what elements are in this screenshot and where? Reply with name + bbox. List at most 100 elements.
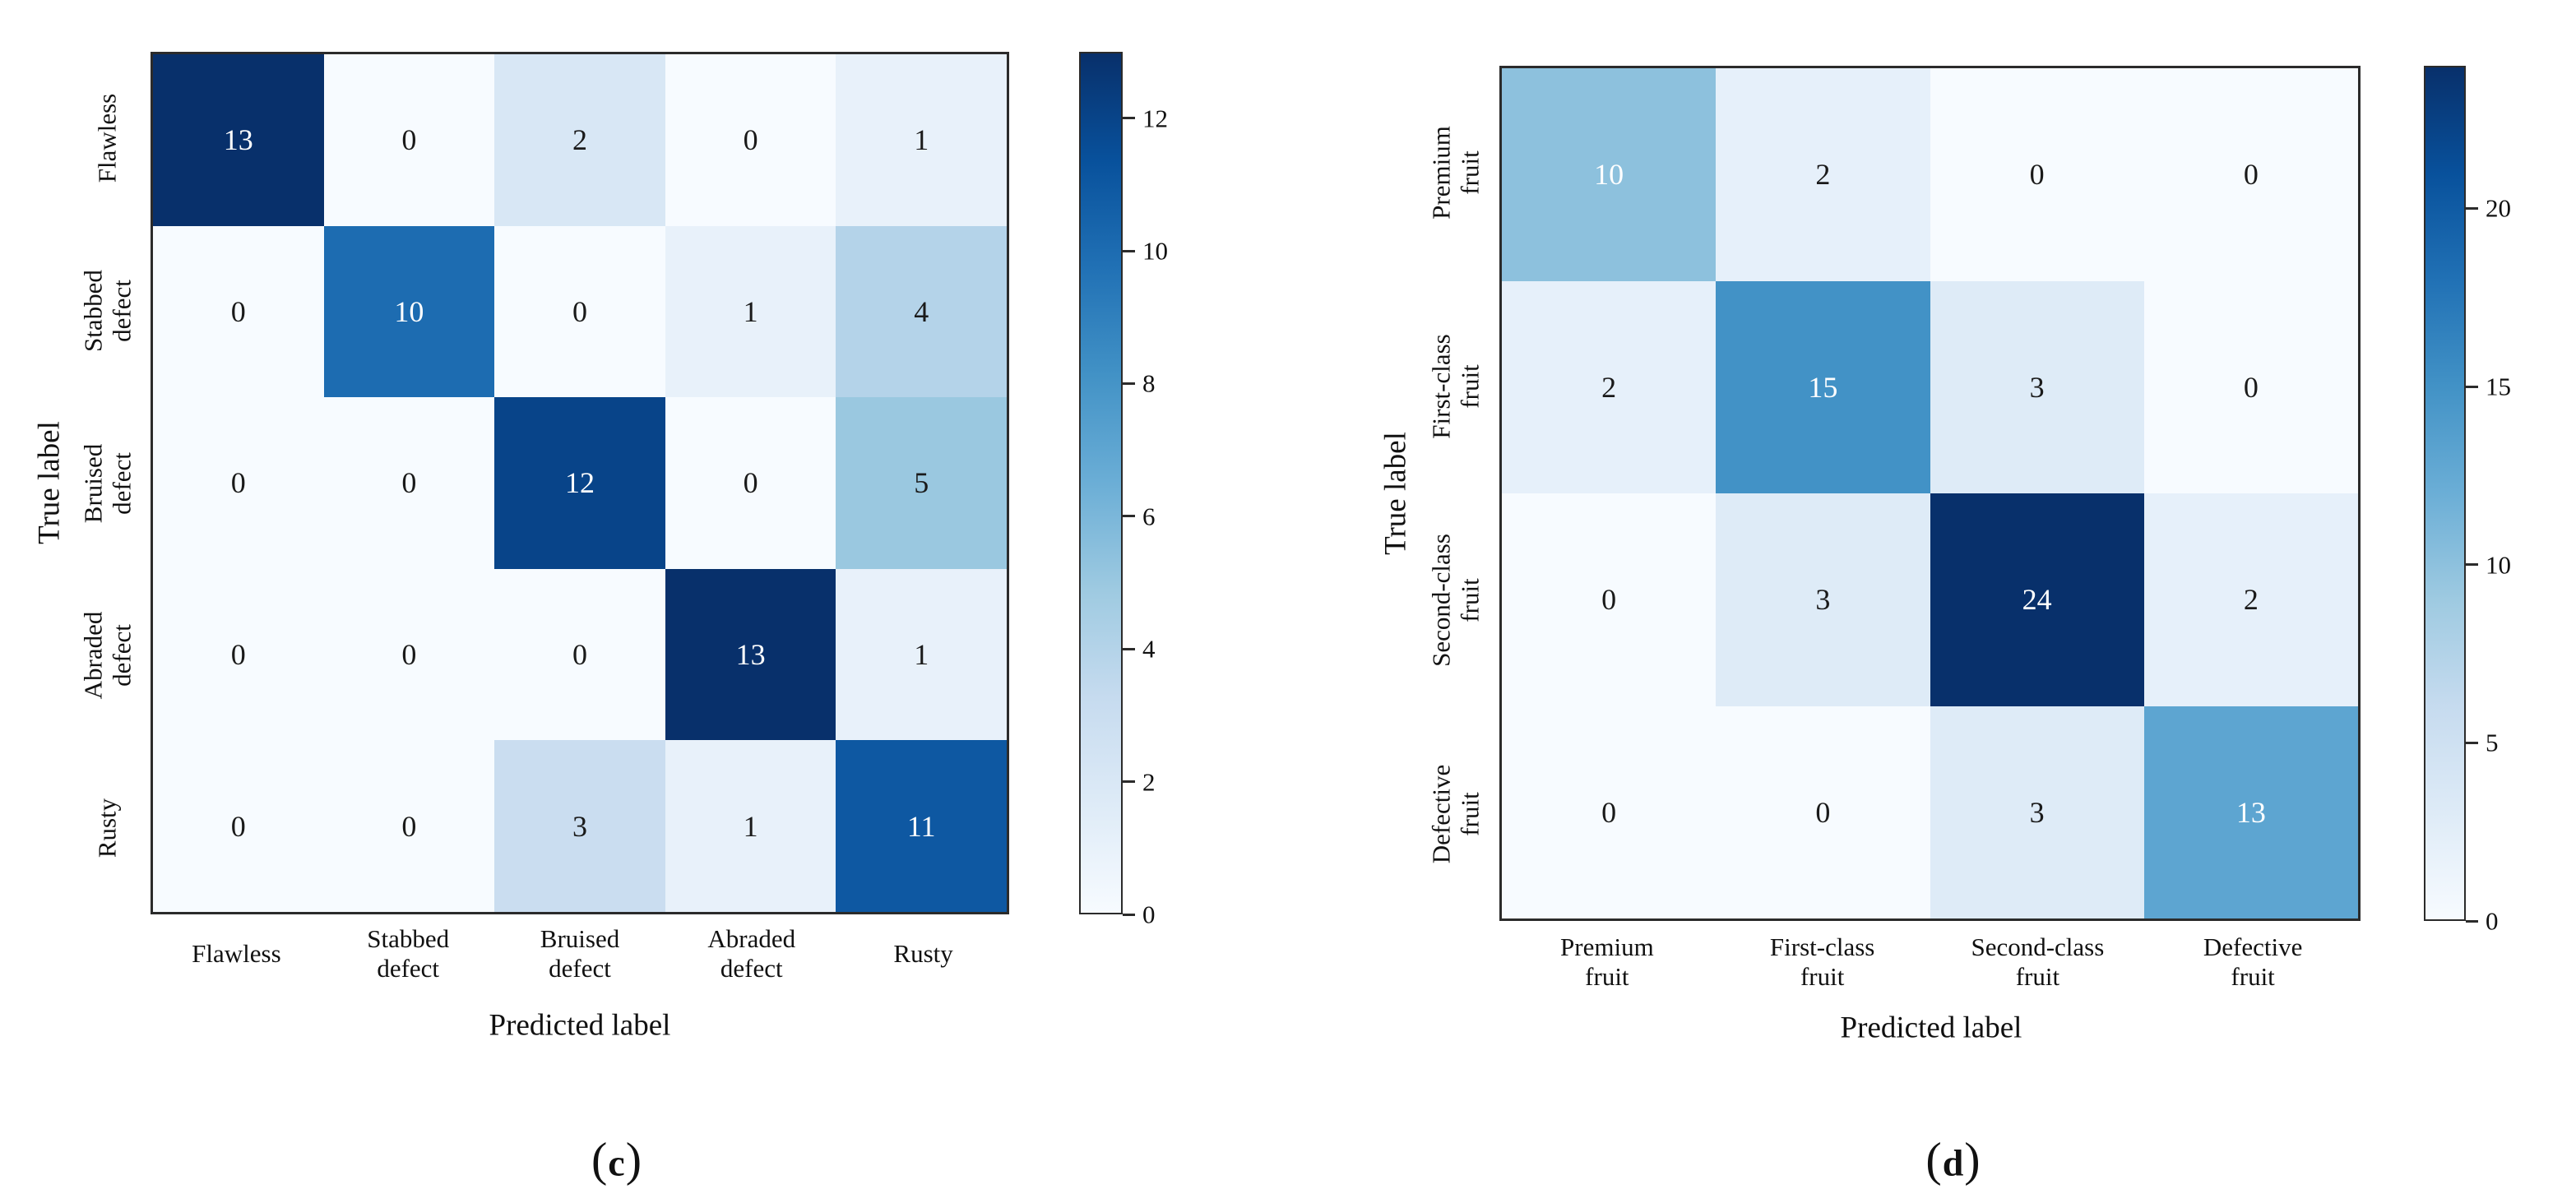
cell-r2-c2: 24: [1930, 493, 2144, 706]
cell-value: 10: [394, 294, 424, 328]
cell-r1-c0: 0: [153, 225, 324, 398]
colorbar-tick: [1123, 249, 1135, 252]
cell-r1-c3: 0: [2143, 280, 2358, 493]
col-label: Rusty: [893, 939, 953, 969]
colorbar-tick-label: 15: [2486, 372, 2511, 401]
cell-r2-c1: 3: [1716, 493, 1930, 706]
colorbar-tick-label: 2: [1142, 767, 1156, 797]
colorbar-tick: [2466, 741, 2478, 744]
cell-value: 0: [230, 638, 246, 672]
colorbar-tick-label: 0: [2486, 906, 2499, 936]
cell-r0-c2: 0: [1930, 68, 2144, 281]
cell-value: 0: [401, 123, 417, 157]
cell-value: 3: [2029, 795, 2045, 829]
cell-value: 2: [572, 123, 587, 157]
cell-value: 0: [401, 809, 417, 843]
cell-r3-c0: 0: [153, 568, 324, 741]
cell-r2-c0: 0: [153, 397, 324, 569]
cell-r3-c2: 3: [1930, 706, 2144, 918]
col-label: Premium fruit: [1560, 932, 1654, 991]
cell-value: 0: [572, 294, 587, 328]
cell-value: 0: [230, 294, 246, 328]
row-label: Abraded defect: [78, 611, 136, 700]
cell-value: 0: [2243, 158, 2259, 192]
cell-r4-c4: 11: [836, 740, 1007, 912]
cell-r1-c2: 0: [494, 225, 665, 398]
row-label: Rusty: [92, 798, 122, 858]
cell-r0-c3: 0: [2143, 68, 2358, 281]
colorbar-c: [1079, 52, 1123, 914]
cell-value: 0: [743, 123, 758, 157]
cell-value: 13: [223, 123, 253, 157]
cell-r3-c3: 13: [2143, 706, 2358, 918]
cell-r0-c2: 2: [494, 54, 665, 226]
colorbar-tick: [1123, 913, 1135, 916]
cell-value: 1: [914, 638, 929, 672]
cell-value: 12: [564, 466, 595, 500]
panel-caption-d: (d): [1925, 1132, 1981, 1187]
col-label: Second-class fruit: [1971, 932, 2105, 991]
colorbar-tick: [2466, 919, 2478, 923]
row-label: Stabbed defect: [78, 269, 136, 352]
colorbar-tick-label: 4: [1142, 634, 1156, 664]
colorbar-tick-label: 6: [1142, 502, 1156, 531]
cell-value: 13: [2235, 795, 2266, 829]
cell-r2-c2: 12: [494, 397, 665, 569]
cell-r4-c0: 0: [153, 740, 324, 912]
col-label: Defective fruit: [2203, 932, 2303, 991]
cell-r0-c3: 0: [665, 54, 836, 226]
row-label: First-class fruit: [1426, 334, 1484, 439]
cell-value: 0: [230, 809, 246, 843]
cell-value: 0: [401, 466, 417, 500]
cell-r4-c1: 0: [323, 740, 495, 912]
cell-value: 2: [1601, 370, 1617, 404]
cell-r3-c1: 0: [323, 568, 495, 741]
colorbar-tick-label: 20: [2486, 193, 2511, 223]
cell-r0-c0: 13: [153, 54, 324, 226]
cell-r3-c4: 1: [836, 568, 1007, 741]
colorbar-tick: [2466, 563, 2478, 567]
col-label: Flawless: [192, 939, 281, 969]
cell-r3-c1: 0: [1716, 706, 1930, 918]
cell-r0-c1: 0: [323, 54, 495, 226]
cell-r1-c2: 3: [1930, 280, 2144, 493]
cell-value: 13: [735, 638, 766, 672]
cell-value: 0: [1601, 795, 1617, 829]
cell-r2-c0: 0: [1502, 493, 1717, 706]
cell-r1-c0: 2: [1502, 280, 1717, 493]
row-label: Bruised defect: [78, 443, 136, 523]
col-label: First-class fruit: [1769, 932, 1875, 991]
confusion-matrix-c: 13 0 2 0 1 0 10 0 1 4 0 0 12 0 5 0 0 0 13 1 0 0 3 1 11: [151, 52, 1009, 914]
row-label: Flawless: [92, 93, 122, 183]
cell-r0-c0: 10: [1502, 68, 1717, 281]
x-axis-title-c: Predicted label: [489, 1008, 671, 1043]
cell-value: 0: [1815, 795, 1831, 829]
cell-value: 11: [906, 809, 936, 843]
cell-r0-c1: 2: [1716, 68, 1930, 281]
cell-r4-c2: 3: [494, 740, 665, 912]
col-label: Bruised defect: [540, 924, 620, 983]
cell-r3-c0: 0: [1502, 706, 1717, 918]
cell-value: 1: [743, 809, 758, 843]
colorbar-tick: [1123, 515, 1135, 518]
cell-r1-c1: 15: [1716, 280, 1930, 493]
colorbar-gradient-c: [1081, 53, 1121, 913]
cell-r1-c4: 4: [836, 225, 1007, 398]
cell-value: 0: [1601, 583, 1617, 617]
colorbar-tick-label: 10: [2486, 550, 2511, 580]
colorbar-tick: [1123, 780, 1135, 784]
y-axis-title-d: True label: [1378, 432, 1413, 555]
colorbar-gradient-d: [2425, 67, 2464, 919]
row-label: Defective fruit: [1426, 764, 1484, 864]
cell-r2-c1: 0: [323, 397, 495, 569]
cell-value: 1: [743, 294, 758, 328]
cell-r1-c3: 1: [665, 225, 836, 398]
cell-value: 4: [914, 294, 929, 328]
cell-value: 3: [1815, 583, 1831, 617]
cell-value: 0: [401, 638, 417, 672]
colorbar-d: [2424, 66, 2466, 921]
colorbar-tick-label: 8: [1142, 368, 1156, 398]
colorbar-tick-label: 12: [1142, 104, 1168, 133]
colorbar-tick: [2466, 206, 2478, 210]
